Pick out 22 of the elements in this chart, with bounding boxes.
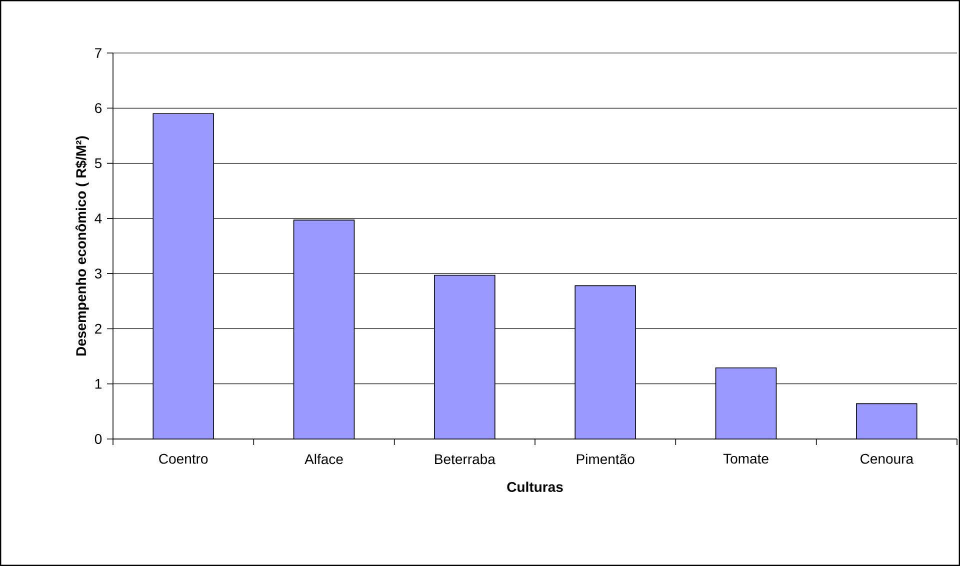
bar (575, 286, 636, 439)
y-tick-label: 1 (95, 379, 102, 389)
y-tick-label: 6 (95, 103, 102, 114)
x-tick-label: Beterraba (435, 454, 496, 464)
x-tick-label: Cenoura (860, 454, 914, 464)
x-tick-label: Alface (304, 454, 343, 464)
y-tick-label: 2 (95, 324, 102, 334)
x-tick-label: Tomate (723, 454, 768, 464)
bar (856, 403, 918, 439)
y-axis-title: Desempenho econômico ( R$/M²) (75, 136, 89, 356)
x-tick-label: Coentro (159, 454, 208, 464)
bar (294, 220, 354, 439)
bar (716, 368, 776, 439)
bar (153, 114, 214, 439)
y-tick-label: 3 (94, 268, 102, 279)
y-tick-label: 5 (94, 158, 102, 168)
x-tick-label: Pimentão (576, 454, 634, 464)
y-tick-label: 0 (94, 434, 102, 444)
x-axis-title: Culturas (507, 482, 563, 492)
y-tick-label: 4 (94, 214, 102, 224)
y-tick-label: 7 (95, 48, 102, 58)
bar (434, 275, 495, 439)
